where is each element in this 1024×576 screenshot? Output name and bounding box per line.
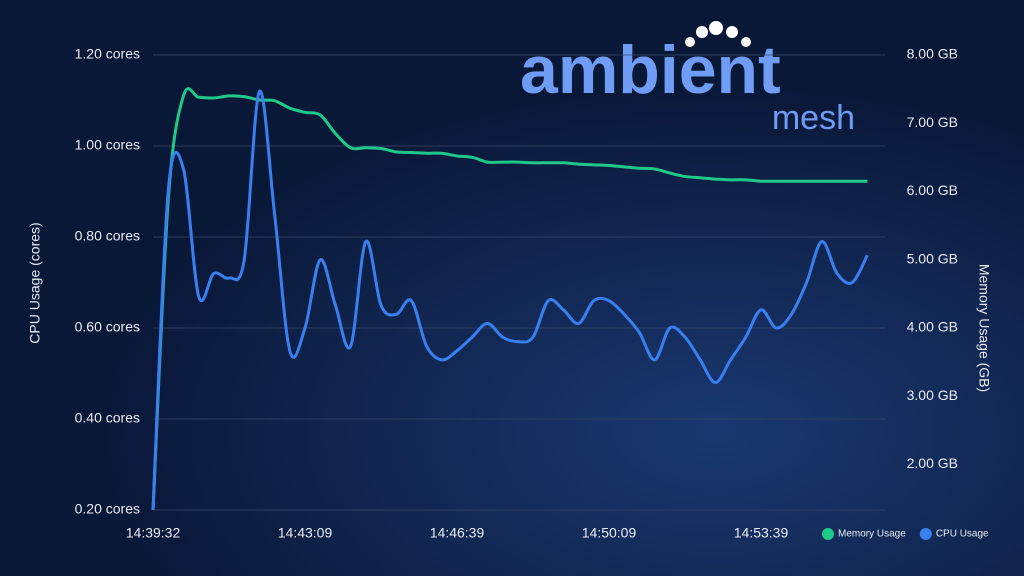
x-tick-label: 14:53:39 [734, 525, 789, 541]
y2-tick-label: 3.00 GB [907, 387, 958, 403]
y-tick-label: 0.20 cores [75, 501, 140, 517]
logo-sub: mesh [772, 99, 855, 137]
logo: ambient mesh [520, 21, 855, 137]
legend-marker [822, 528, 834, 540]
y-axis-title: CPU Usage (cores) [27, 222, 43, 343]
y2-tick-label: 6.00 GB [907, 182, 958, 198]
legend-label: CPU Usage [936, 529, 989, 540]
y2-tick-label: 8.00 GB [907, 46, 958, 62]
y-tick-label: 0.60 cores [75, 319, 140, 335]
y-tick-label: 1.20 cores [75, 46, 140, 62]
y-tick-label: 0.80 cores [75, 228, 140, 244]
y2-tick-label: 7.00 GB [907, 114, 958, 130]
y2-tick-label: 5.00 GB [907, 250, 958, 266]
x-tick-label: 14:39:32 [126, 525, 181, 541]
legend-marker [919, 528, 932, 540]
y-tick-label: 1.00 cores [75, 137, 140, 153]
y2-axis-title: Memory Usage (GB) [976, 264, 992, 392]
x-tick-label: 14:43:09 [278, 525, 333, 541]
legend-label: Memory Usage [838, 529, 906, 540]
x-tick-label: 14:46:39 [430, 525, 485, 541]
y2-tick-label: 2.00 GB [907, 455, 958, 471]
y2-tick-label: 4.00 GB [907, 319, 958, 335]
series-line [151, 89, 869, 511]
y-tick-label: 0.40 cores [75, 410, 140, 426]
logo-word: ambient [520, 32, 781, 108]
x-tick-label: 14:50:09 [582, 525, 637, 541]
